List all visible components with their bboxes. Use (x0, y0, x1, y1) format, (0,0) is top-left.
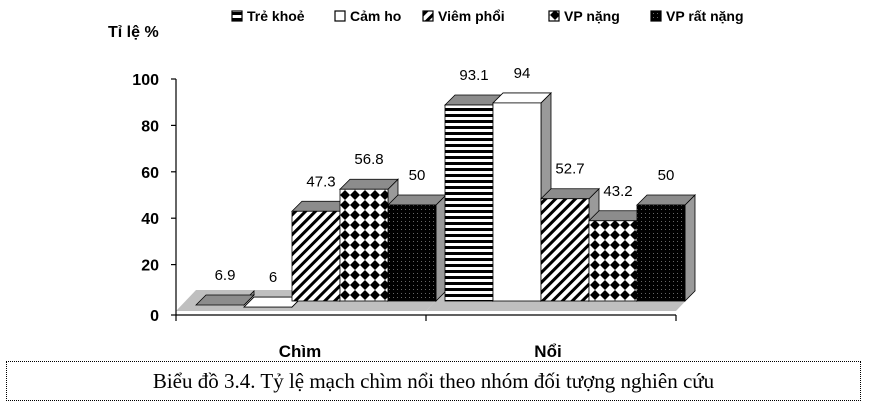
legend-label-tre-khoe: Trẻ khoẻ (247, 8, 305, 24)
legend-label-cam-ho: Cảm ho (350, 8, 401, 24)
data-label-noi-tre-khoe: 93.1 (459, 67, 488, 84)
y-tick-label-0: 0 (150, 308, 159, 325)
data-label-noi-viem-phoi: 52.7 (555, 161, 584, 178)
bar-chim-vp-nang (339, 178, 399, 302)
bar-chim-vp-rat-nang (387, 194, 447, 302)
data-label-chim-vp-nang: 56.8 (354, 151, 383, 168)
legend-item-tre-khoe: Trẻ khoẻ (231, 8, 305, 24)
legend-label-viem-phoi: Viêm phổi (438, 8, 505, 24)
legend-item-viem-phoi: Viêm phổi (422, 8, 505, 24)
data-label-noi-cam-ho: 94 (514, 65, 531, 82)
bar-chim-tre-khoe (195, 290, 255, 306)
category-label-noi: Nổi (534, 342, 561, 358)
legend-swatch-vp-rat-nang (650, 10, 662, 22)
legend: Trẻ khoẻ Cảm ho Viêm phổi VP nặng VP rất nặn… (231, 8, 744, 24)
data-label-chim-viem-phoi: 47.3 (306, 173, 335, 190)
legend-label-vp-rat-nang: VP rất nặng (666, 8, 744, 24)
data-labels: 6.9 6 47.3 56.8 50 93.1 94 52.7 43.2 50 (215, 65, 675, 286)
y-tick-label-40: 40 (141, 211, 159, 228)
y-tick-label-100: 100 (132, 72, 159, 89)
caption-box: Biểu đồ 3.4. Tỷ lệ mạch chìm nổi theo nh… (6, 361, 861, 401)
legend-label-vp-nang: VP nặng (564, 8, 620, 24)
data-label-chim-vp-rat-nang: 50 (409, 167, 426, 184)
data-label-chim-cam-ho: 6 (269, 269, 277, 286)
y-axis: 0 20 40 60 80 100 (132, 72, 677, 325)
legend-swatch-cam-ho (334, 10, 346, 22)
y-axis-label: Tỉ lệ % (108, 24, 159, 41)
legend-swatch-viem-phoi (422, 10, 434, 22)
data-label-noi-vp-nang: 43.2 (603, 183, 632, 200)
bars (195, 91, 696, 309)
legend-item-vp-nang: VP nặng (548, 8, 620, 24)
legend-swatch-vp-nang (548, 10, 560, 22)
y-tick-label-20: 20 (141, 258, 159, 275)
chart-caption: Biểu đồ 3.4. Tỷ lệ mạch chìm nổi theo nh… (152, 368, 715, 393)
y-tick-label-80: 80 (141, 118, 159, 135)
category-labels: Chìm Nổi (279, 342, 562, 358)
data-label-chim-tre-khoe: 6.9 (215, 267, 236, 284)
bar-noi-vp-rat-nang (636, 194, 696, 302)
legend-item-cam-ho: Cảm ho (334, 8, 401, 24)
bar-chart: Tỉ lệ % Trẻ khoẻ Cảm ho Viêm phổi VP nặng VP… (108, 8, 744, 358)
category-label-chim: Chìm (279, 342, 322, 358)
legend-item-vp-rat-nang: VP rất nặng (650, 8, 744, 24)
legend-swatch-tre-khoe (231, 10, 243, 22)
data-label-noi-vp-rat-nang: 50 (658, 167, 675, 184)
y-tick-label-60: 60 (141, 165, 159, 182)
